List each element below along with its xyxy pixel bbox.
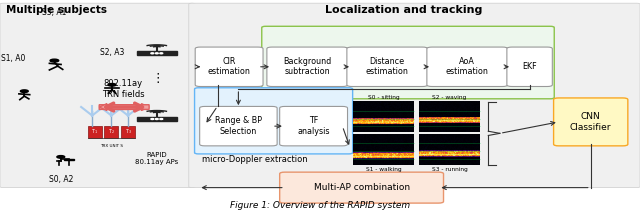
FancyBboxPatch shape: [507, 47, 552, 86]
Bar: [137, 117, 177, 120]
Circle shape: [156, 119, 158, 120]
Bar: [64, 159, 74, 160]
Text: S0, A2: S0, A2: [49, 175, 73, 184]
FancyBboxPatch shape: [195, 88, 353, 154]
FancyBboxPatch shape: [0, 3, 195, 188]
FancyArrow shape: [99, 104, 149, 110]
Text: Localization and tracking: Localization and tracking: [324, 5, 482, 15]
Text: AoA
estimation: AoA estimation: [446, 57, 488, 77]
FancyBboxPatch shape: [427, 47, 508, 86]
FancyBboxPatch shape: [195, 47, 263, 86]
Bar: [104, 126, 118, 138]
Text: Range & BP
Selection: Range & BP Selection: [215, 116, 262, 136]
Text: T$_2$: T$_2$: [108, 128, 115, 136]
FancyBboxPatch shape: [554, 98, 628, 146]
Circle shape: [20, 90, 28, 92]
FancyBboxPatch shape: [347, 47, 428, 86]
Circle shape: [151, 53, 154, 54]
Text: Figure 1: Overview of the RAPID system: Figure 1: Overview of the RAPID system: [230, 201, 410, 210]
Text: Multi-AP combination: Multi-AP combination: [314, 183, 410, 192]
Bar: [88, 126, 102, 138]
FancyArrow shape: [99, 104, 149, 110]
FancyBboxPatch shape: [267, 47, 348, 86]
Text: Multiple subjects: Multiple subjects: [6, 5, 108, 15]
Text: T$_1$: T$_1$: [92, 128, 98, 136]
Text: T$_3$: T$_3$: [125, 128, 131, 136]
Text: Distance
estimation: Distance estimation: [366, 57, 408, 77]
Circle shape: [160, 119, 163, 120]
Circle shape: [156, 53, 158, 54]
FancyBboxPatch shape: [280, 106, 348, 146]
Text: CIR
estimation: CIR estimation: [208, 57, 250, 77]
Text: S3, A1: S3, A1: [42, 8, 67, 17]
Bar: [121, 126, 135, 138]
Text: S1, A0: S1, A0: [1, 54, 25, 63]
Text: S1 - walking: S1 - walking: [366, 167, 401, 172]
Text: ⋮: ⋮: [152, 72, 164, 85]
Circle shape: [57, 156, 65, 158]
Text: RAPID
80.11ay APs: RAPID 80.11ay APs: [135, 152, 179, 165]
Text: S3 - running: S3 - running: [432, 167, 467, 172]
Text: TF
analysis: TF analysis: [298, 116, 330, 136]
FancyBboxPatch shape: [262, 26, 554, 99]
Circle shape: [160, 53, 163, 54]
Text: micro-Doppler extraction: micro-Doppler extraction: [202, 155, 307, 164]
Circle shape: [50, 59, 59, 62]
Text: EKF: EKF: [522, 62, 537, 71]
Text: S2 - waving: S2 - waving: [433, 95, 467, 100]
FancyBboxPatch shape: [280, 172, 444, 203]
FancyBboxPatch shape: [189, 3, 640, 188]
Text: CNN
Classifier: CNN Classifier: [570, 112, 611, 132]
Text: 802.11ay
TRN fields: 802.11ay TRN fields: [102, 79, 144, 99]
FancyBboxPatch shape: [200, 106, 277, 146]
Text: Background
subtraction: Background subtraction: [283, 57, 332, 77]
Circle shape: [151, 119, 154, 120]
Text: TRX UNIT S: TRX UNIT S: [100, 144, 123, 148]
Text: S2, A3: S2, A3: [100, 48, 124, 57]
Circle shape: [108, 84, 116, 86]
Text: S0 - sitting: S0 - sitting: [368, 95, 399, 100]
Bar: [137, 51, 177, 55]
